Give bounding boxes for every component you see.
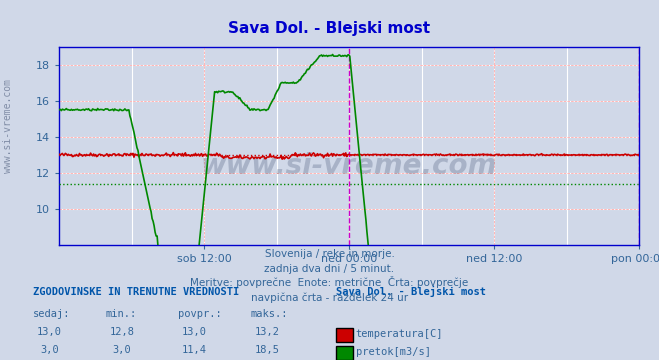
- Text: Meritve: povprečne  Enote: metrične  Črta: povprečje: Meritve: povprečne Enote: metrične Črta:…: [190, 276, 469, 288]
- Text: 12,8: 12,8: [109, 327, 134, 337]
- Text: pretok[m3/s]: pretok[m3/s]: [356, 347, 431, 357]
- Text: Sava Dol. - Blejski most: Sava Dol. - Blejski most: [229, 21, 430, 36]
- Text: Sava Dol. - Blejski most: Sava Dol. - Blejski most: [336, 286, 486, 297]
- Text: Slovenija / reke in morje.: Slovenija / reke in morje.: [264, 249, 395, 260]
- Text: www.si-vreme.com: www.si-vreme.com: [3, 79, 13, 173]
- Text: temperatura[C]: temperatura[C]: [356, 329, 444, 339]
- Text: povpr.:: povpr.:: [178, 309, 221, 319]
- Text: ZGODOVINSKE IN TRENUTNE VREDNOSTI: ZGODOVINSKE IN TRENUTNE VREDNOSTI: [33, 287, 239, 297]
- Text: 13,0: 13,0: [182, 327, 207, 337]
- Text: navpična črta - razdelek 24 ur: navpična črta - razdelek 24 ur: [251, 292, 408, 303]
- Text: 3,0: 3,0: [40, 345, 59, 355]
- Text: maks.:: maks.:: [250, 309, 288, 319]
- Text: 13,2: 13,2: [254, 327, 279, 337]
- Text: 18,5: 18,5: [254, 345, 279, 355]
- Text: 13,0: 13,0: [37, 327, 62, 337]
- Text: sedaj:: sedaj:: [33, 309, 71, 319]
- Text: 11,4: 11,4: [182, 345, 207, 355]
- Text: zadnja dva dni / 5 minut.: zadnja dva dni / 5 minut.: [264, 264, 395, 274]
- Text: www.si-vreme.com: www.si-vreme.com: [201, 152, 498, 180]
- Text: 3,0: 3,0: [113, 345, 131, 355]
- Text: min.:: min.:: [105, 309, 136, 319]
